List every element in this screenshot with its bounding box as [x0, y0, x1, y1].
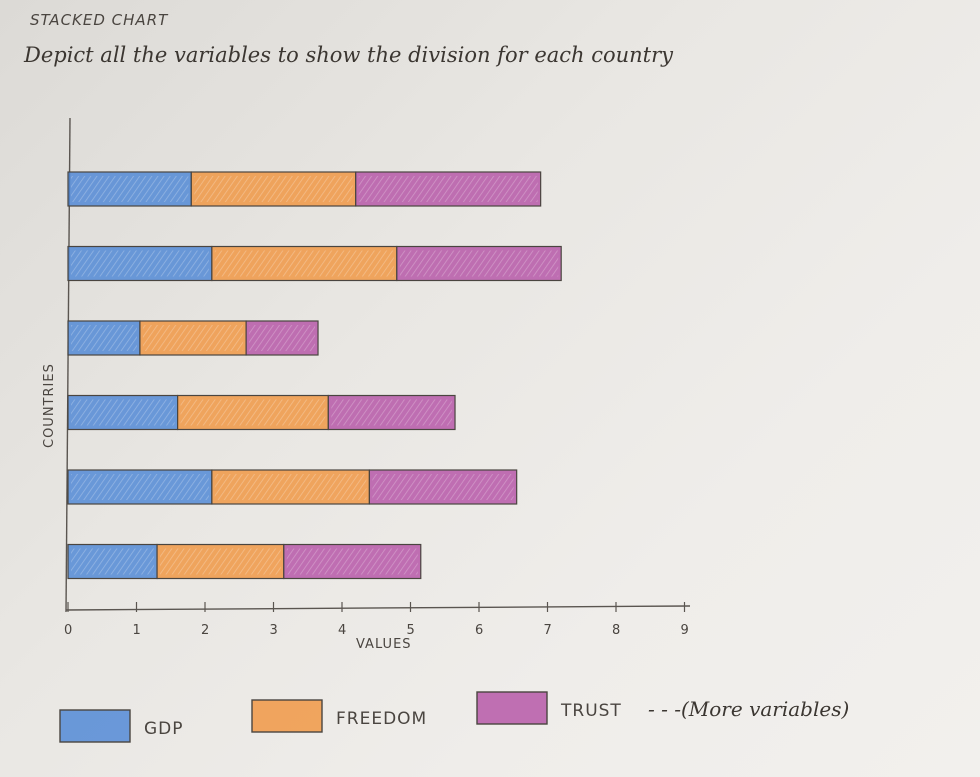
plot-area: 0 1 2 3 4 5 6 7 8 9: [64, 117, 691, 638]
bar-texture: [180, 399, 326, 426]
bar-texture: [399, 250, 559, 277]
legend-more-note: - - -(More variables): [648, 697, 849, 721]
legend-swatch-gdp: [59, 709, 131, 743]
bar-texture: [214, 474, 367, 500]
bar-texture: [358, 176, 538, 202]
x-tick-label: 9: [681, 623, 690, 638]
x-tick-label: 3: [270, 623, 279, 638]
x-tick-label: 7: [544, 623, 553, 638]
chart-heading: STACKED CHART: [30, 11, 169, 29]
bar-texture: [71, 548, 155, 575]
x-axis-line: [65, 605, 691, 611]
bar-texture: [249, 325, 316, 351]
x-tick-label: 4: [338, 623, 347, 638]
legend: GDP FREEDOM TRUST: [59, 691, 622, 743]
x-tick-label: 6: [475, 623, 484, 638]
x-tick-label: 8: [612, 623, 621, 638]
legend-label-trust: TRUST: [560, 701, 622, 721]
legend-label-gdp: GDP: [144, 719, 184, 739]
bar-texture: [71, 399, 175, 426]
chart-subtitle: Depict all the variables to show the div…: [23, 43, 674, 67]
bar-texture: [142, 325, 244, 351]
bars-layer: [67, 171, 562, 580]
x-axis-label: VALUES: [356, 637, 412, 652]
bar-texture: [194, 176, 353, 202]
x-tick-label: 1: [133, 623, 142, 638]
x-ticks-layer: 0 1 2 3 4 5 6 7 8 9: [64, 602, 690, 638]
bar-texture: [71, 474, 209, 500]
bar-texture: [71, 250, 209, 277]
legend-swatch-freedom: [251, 699, 323, 733]
bar-texture: [214, 250, 394, 277]
x-tick-label: 5: [407, 623, 416, 638]
x-tick-label: 0: [64, 623, 73, 638]
legend-swatch-trust: [476, 691, 548, 725]
bar-texture: [71, 325, 137, 351]
legend-label-freedom: FREEDOM: [336, 709, 427, 729]
bar-texture: [331, 399, 453, 426]
bar-texture: [286, 548, 418, 575]
bar-texture: [372, 474, 514, 500]
bar-texture: [160, 548, 281, 575]
bar-texture: [71, 176, 189, 202]
y-axis-label: COUNTRIES: [42, 363, 57, 448]
x-tick-label: 2: [201, 623, 210, 638]
